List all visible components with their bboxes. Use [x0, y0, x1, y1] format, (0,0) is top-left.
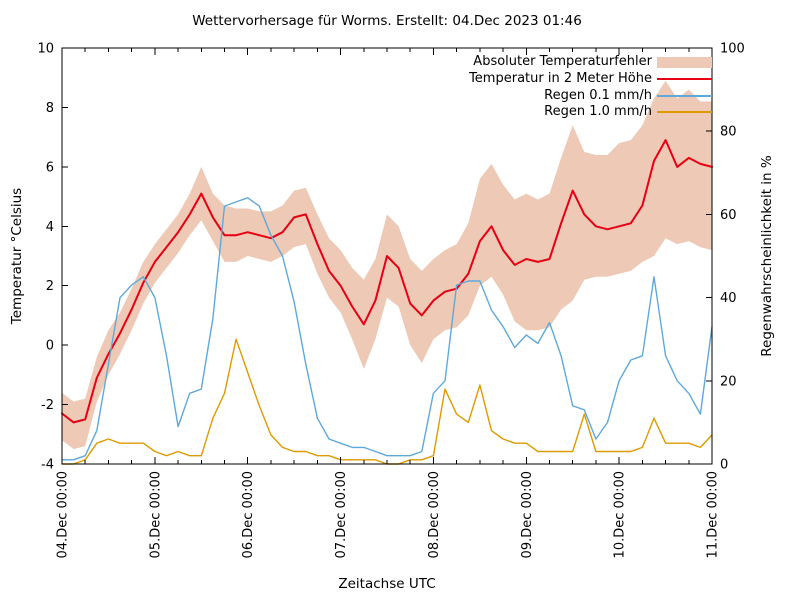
x-tick-label: 06.Dec 00:00	[241, 471, 256, 558]
x-tick-label: 10.Dec 00:00	[613, 471, 628, 558]
y-right-tick-label: 0	[720, 458, 728, 473]
y-left-tick-label: 0	[46, 339, 54, 354]
legend-label-rain-10: Regen 1.0 mm/h	[544, 104, 652, 119]
y-left-tick-label: 10	[37, 42, 54, 57]
y-left-tick-label: 2	[46, 279, 54, 294]
legend-line-rain-01	[657, 95, 712, 97]
chart-title: Wettervorhersage für Worms. Erstellt: 04…	[192, 13, 582, 29]
y-left-tick-label: 6	[46, 160, 54, 175]
x-tick-label: 11.Dec 00:00	[706, 471, 721, 558]
y-left-tick-label: 8	[46, 101, 54, 116]
y-right-tick-label: 20	[720, 374, 737, 389]
x-tick-label: 09.Dec 00:00	[520, 471, 535, 558]
x-tick-label: 04.Dec 00:00	[56, 471, 71, 558]
legend-label-temperature: Temperatur in 2 Meter Höhe	[469, 71, 652, 86]
legend-line-temperature	[657, 78, 712, 80]
x-tick-label: 05.Dec 00:00	[148, 471, 163, 558]
legend-label-temperature-error: Absoluter Temperaturfehler	[473, 54, 652, 69]
y-right-tick-label: 80	[720, 125, 737, 140]
legend-line-rain-10	[657, 111, 712, 113]
x-tick-label: 08.Dec 00:00	[427, 471, 442, 558]
rain-10-line	[61, 338, 713, 465]
y-right-tick-label: 100	[720, 42, 745, 57]
legend-label-rain-01: Regen 0.1 mm/h	[544, 88, 652, 103]
y-right-tick-label: 60	[720, 208, 737, 223]
y-left-tick-label: -2	[41, 398, 54, 413]
x-axis-label: Zeitachse UTC	[338, 576, 436, 592]
y-right-tick-label: 40	[720, 291, 737, 306]
y-left-tick-label: -4	[41, 458, 54, 473]
temperature-error-band	[62, 80, 712, 450]
temperature-line	[61, 139, 713, 424]
legend-swatch-temperature-error	[657, 57, 712, 68]
y-left-tick-label: 4	[46, 220, 54, 235]
rain-01-line	[61, 197, 713, 461]
x-tick-label: 07.Dec 00:00	[334, 471, 349, 558]
